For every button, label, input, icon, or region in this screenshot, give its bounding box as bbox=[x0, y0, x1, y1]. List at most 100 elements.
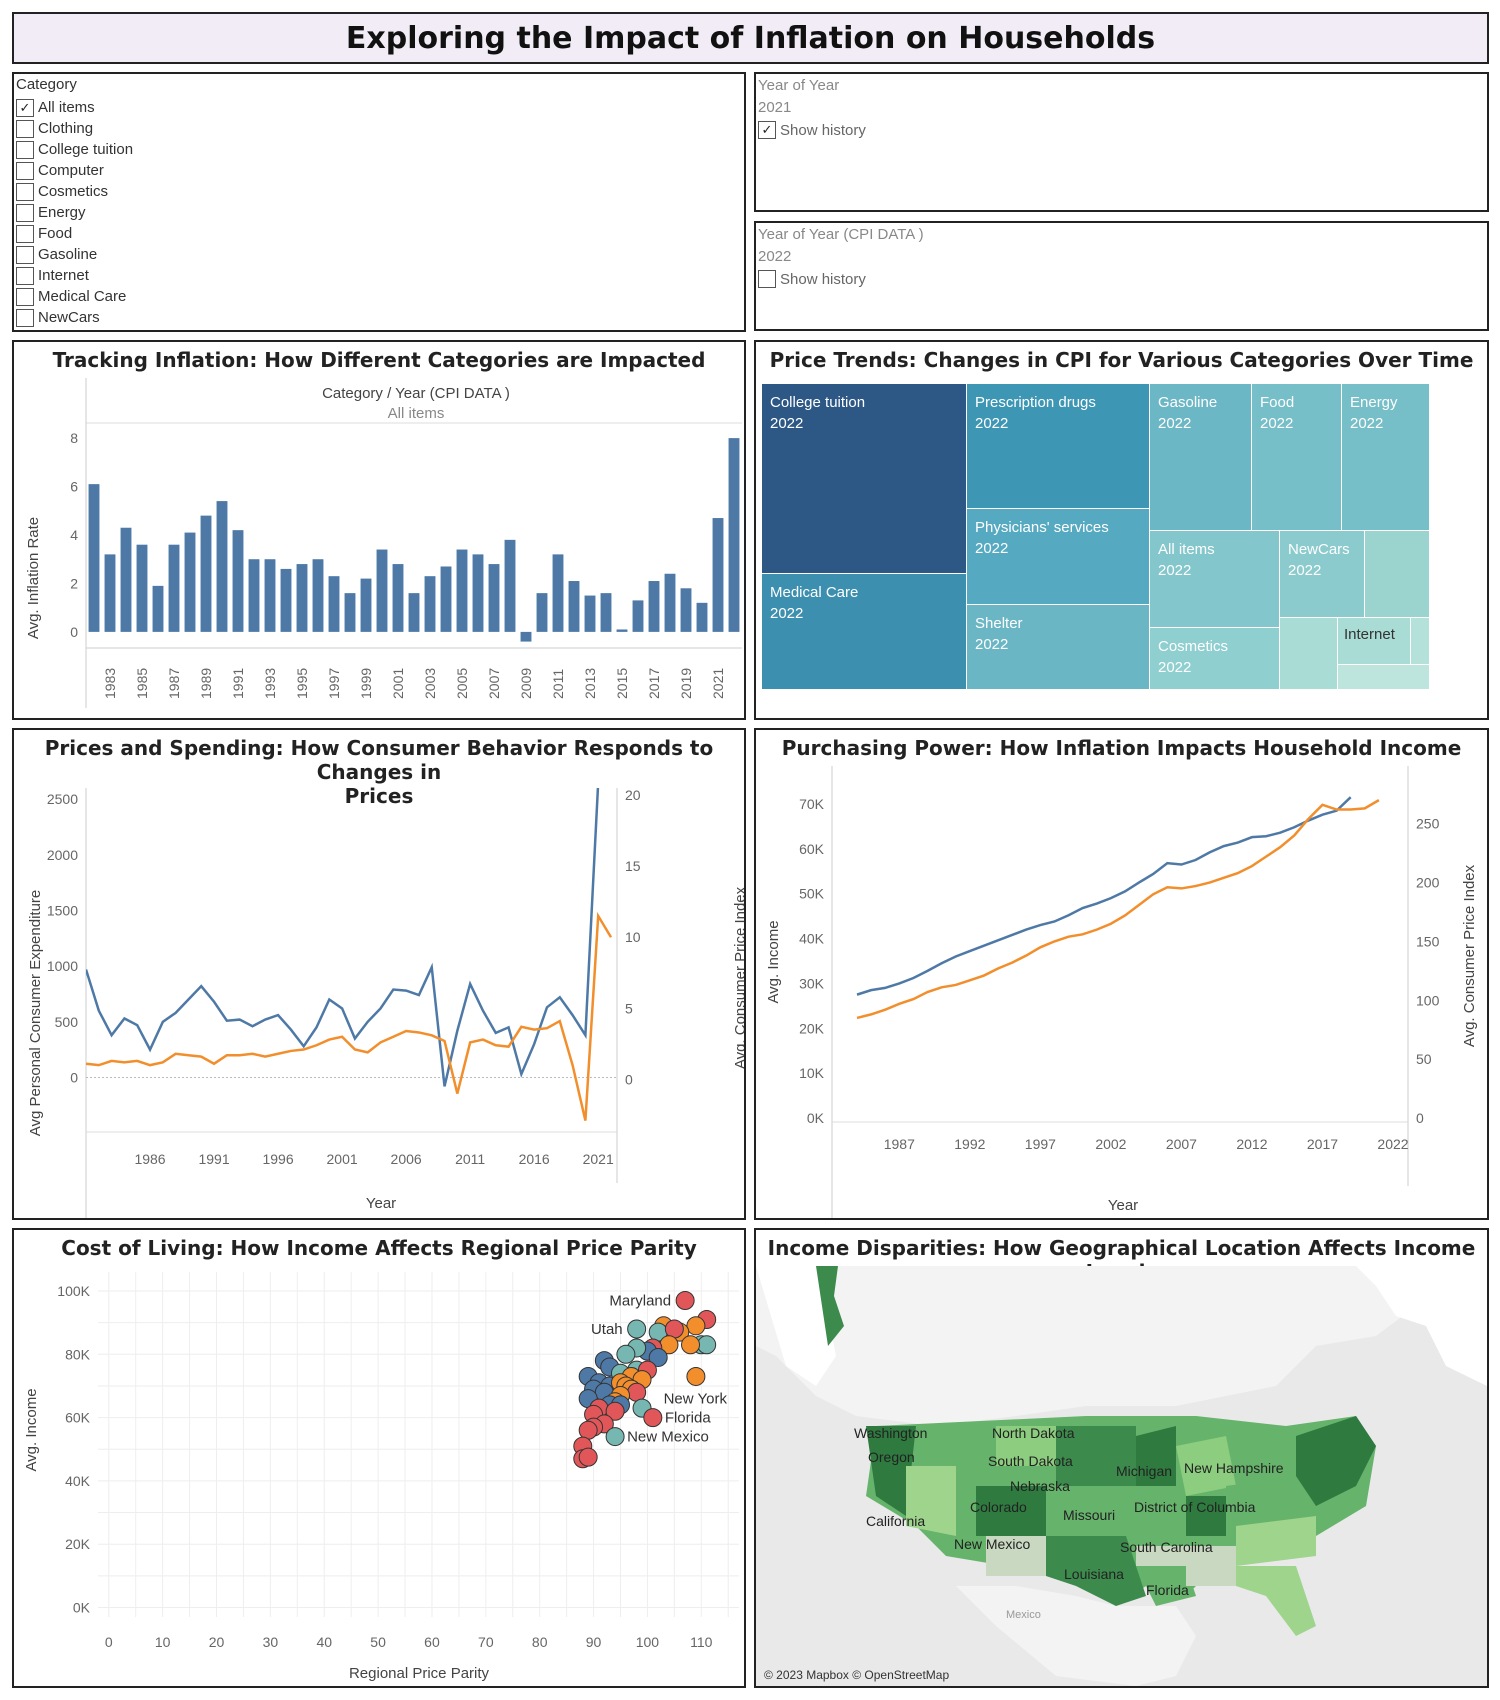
inflation-bar[interactable] bbox=[472, 554, 484, 632]
inflation-bar[interactable] bbox=[184, 532, 196, 632]
treemap-cell[interactable]: Physicians' services 2022 bbox=[967, 509, 1150, 605]
inflation-bar[interactable] bbox=[712, 518, 724, 632]
inflation-bar[interactable] bbox=[440, 566, 452, 632]
category-checkbox[interactable] bbox=[16, 161, 34, 180]
inflation-bar[interactable] bbox=[568, 581, 580, 632]
treemap-cell[interactable]: Gasoline 2022 bbox=[1150, 384, 1252, 531]
inflation-bar[interactable] bbox=[88, 484, 100, 632]
cpi-year-filter-value[interactable]: 2022 bbox=[758, 248, 792, 265]
inflation-bar[interactable] bbox=[648, 581, 660, 632]
category-option[interactable]: Food bbox=[16, 223, 133, 244]
inflation-bar[interactable] bbox=[632, 600, 644, 632]
treemap-cell[interactable]: Cosmetics 2022 bbox=[1150, 628, 1280, 690]
treemap-cell[interactable]: All items 2022 bbox=[1150, 531, 1280, 628]
cpi-show-history-toggle[interactable]: Show history bbox=[758, 270, 866, 288]
year-show-history-checkbox[interactable]: ✓ bbox=[758, 121, 776, 139]
category-checkbox[interactable] bbox=[16, 308, 34, 327]
inflation-bar[interactable] bbox=[360, 578, 372, 632]
year-show-history-toggle[interactable]: ✓ Show history bbox=[758, 121, 866, 139]
state-point[interactable] bbox=[675, 1290, 695, 1310]
inflation-bar[interactable] bbox=[200, 515, 212, 632]
cpi-show-history-checkbox[interactable] bbox=[758, 270, 776, 288]
treemap-cell[interactable]: NewCars 2022 bbox=[1280, 531, 1365, 618]
category-option[interactable]: ✓ All items bbox=[16, 97, 133, 118]
cpi-series-line[interactable] bbox=[856, 799, 1380, 1020]
treemap-cell-unlabeled[interactable] bbox=[1365, 531, 1430, 618]
inflation-bar[interactable] bbox=[552, 554, 564, 632]
inflation-bar[interactable] bbox=[104, 554, 116, 632]
treemap-cell-unlabeled[interactable] bbox=[1338, 665, 1430, 690]
category-option[interactable]: Energy bbox=[16, 202, 133, 223]
category-checkbox[interactable] bbox=[16, 203, 34, 222]
year-filter-value[interactable]: 2021 bbox=[758, 99, 792, 116]
state-point[interactable] bbox=[643, 1408, 663, 1428]
inflation-bar[interactable] bbox=[520, 631, 532, 642]
treemap-cell[interactable]: Shelter 2022 bbox=[967, 605, 1150, 690]
inflation-bar[interactable] bbox=[680, 588, 692, 632]
inflation-bar[interactable] bbox=[136, 544, 148, 632]
state-point[interactable] bbox=[681, 1335, 701, 1355]
treemap-cell[interactable]: Internet bbox=[1338, 618, 1411, 665]
inflation-bar[interactable] bbox=[152, 585, 164, 632]
category-option[interactable]: Cosmetics bbox=[16, 181, 133, 202]
category-checkbox[interactable] bbox=[16, 287, 34, 306]
income-series-line[interactable] bbox=[856, 796, 1352, 996]
category-option[interactable]: Medical Care bbox=[16, 286, 133, 307]
inflation-bar[interactable] bbox=[120, 527, 132, 632]
inflation-bar[interactable] bbox=[232, 530, 244, 632]
inflation-bar[interactable] bbox=[424, 576, 436, 632]
inflation-bar[interactable] bbox=[312, 559, 324, 632]
inflation-bar[interactable] bbox=[536, 593, 548, 632]
treemap-cell[interactable]: Energy 2022 bbox=[1342, 384, 1430, 531]
inflation-bar[interactable] bbox=[600, 593, 612, 632]
category-option[interactable]: Computer bbox=[16, 160, 133, 181]
category-option[interactable]: NewCars bbox=[16, 307, 133, 328]
inflation-bar[interactable] bbox=[664, 573, 676, 632]
inflation-bar[interactable] bbox=[376, 549, 388, 632]
state-point[interactable] bbox=[578, 1420, 598, 1440]
treemap-cell[interactable]: Food 2022 bbox=[1252, 384, 1342, 531]
category-option[interactable]: Internet bbox=[16, 265, 133, 286]
treemap-cell[interactable]: Prescription drugs 2022 bbox=[967, 384, 1150, 509]
state-point[interactable] bbox=[686, 1316, 706, 1336]
treemap-cell[interactable]: Medical Care 2022 bbox=[762, 574, 967, 690]
state-point[interactable] bbox=[616, 1344, 636, 1364]
inflation-bar[interactable] bbox=[248, 559, 260, 632]
category-option[interactable]: Clothing bbox=[16, 118, 133, 139]
state-point[interactable] bbox=[648, 1347, 668, 1367]
category-checkbox[interactable]: ✓ bbox=[16, 98, 34, 117]
inflation-bar[interactable] bbox=[296, 564, 308, 632]
state-point[interactable] bbox=[627, 1319, 647, 1339]
category-checkbox[interactable] bbox=[16, 119, 34, 138]
treemap-cell-unlabeled[interactable] bbox=[1411, 618, 1430, 665]
inflation-bar[interactable] bbox=[264, 559, 276, 632]
category-option[interactable]: College tuition bbox=[16, 139, 133, 160]
state-point[interactable] bbox=[697, 1335, 717, 1355]
inflation-bar[interactable] bbox=[408, 593, 420, 632]
inflation-bar[interactable] bbox=[728, 438, 740, 632]
cpi-series-line[interactable] bbox=[86, 911, 613, 1121]
treemap-cell-unlabeled[interactable] bbox=[1280, 618, 1338, 690]
state-point[interactable] bbox=[605, 1427, 625, 1447]
inflation-bar[interactable] bbox=[392, 564, 404, 632]
state-point[interactable] bbox=[605, 1401, 625, 1421]
inflation-bar[interactable] bbox=[488, 564, 500, 632]
category-checkbox[interactable] bbox=[16, 245, 34, 264]
inflation-bar[interactable] bbox=[344, 593, 356, 632]
state-point[interactable] bbox=[664, 1319, 684, 1339]
category-checkbox[interactable] bbox=[16, 140, 34, 159]
category-checkbox[interactable] bbox=[16, 266, 34, 285]
category-checkbox[interactable] bbox=[16, 224, 34, 243]
category-option[interactable]: Gasoline bbox=[16, 244, 133, 265]
state-point[interactable] bbox=[627, 1382, 647, 1402]
inflation-bar[interactable] bbox=[696, 602, 708, 632]
inflation-bar[interactable] bbox=[216, 501, 228, 632]
state-point[interactable] bbox=[686, 1366, 706, 1386]
inflation-bar[interactable] bbox=[616, 629, 628, 632]
income-choropleth-map[interactable]: Mexico Washington Oregon California North D… bbox=[756, 1266, 1487, 1688]
inflation-bar[interactable] bbox=[584, 595, 596, 632]
inflation-bar[interactable] bbox=[328, 576, 340, 632]
inflation-bar[interactable] bbox=[280, 568, 292, 632]
inflation-bar[interactable] bbox=[456, 549, 468, 632]
category-checkbox[interactable] bbox=[16, 182, 34, 201]
